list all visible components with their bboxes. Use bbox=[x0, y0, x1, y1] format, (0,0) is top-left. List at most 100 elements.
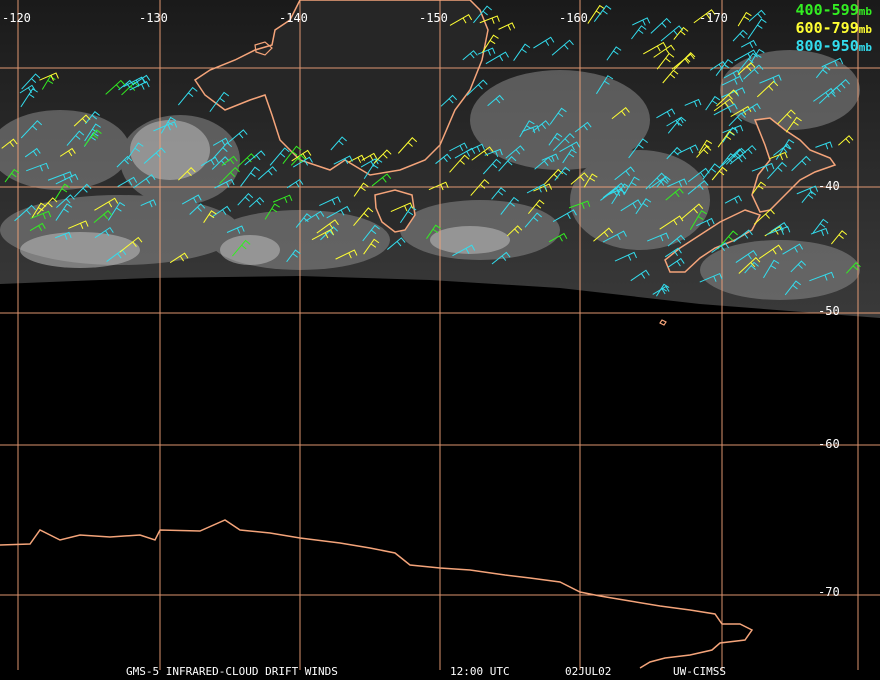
wind-barb bbox=[452, 244, 476, 257]
wind-barb bbox=[630, 269, 650, 282]
wind-barb bbox=[212, 137, 230, 146]
wind-barb bbox=[652, 285, 670, 295]
wind-barb bbox=[491, 251, 511, 265]
wind-barb bbox=[656, 283, 670, 297]
wind-barb bbox=[240, 166, 260, 187]
wind-barb bbox=[143, 147, 166, 164]
antarctic-coastline bbox=[0, 519, 754, 669]
wind-barb bbox=[426, 224, 441, 239]
wind-barb bbox=[24, 147, 41, 158]
wind-barb bbox=[667, 257, 685, 268]
wind-barb bbox=[595, 75, 614, 95]
wind-barb bbox=[479, 15, 500, 24]
wind-barb bbox=[524, 212, 543, 228]
wind-barb bbox=[698, 139, 713, 154]
wind-barb bbox=[211, 156, 230, 170]
wind-barb bbox=[705, 95, 721, 111]
wind-barb bbox=[189, 203, 206, 215]
wind-barb bbox=[29, 222, 46, 232]
wind-barb bbox=[790, 260, 807, 273]
wind-barb bbox=[20, 120, 43, 139]
lat-label-50: -50 bbox=[818, 304, 840, 318]
wind-barb bbox=[363, 158, 383, 179]
wind-barb bbox=[506, 225, 523, 237]
wind-barb bbox=[606, 46, 622, 61]
wind-barb bbox=[491, 187, 506, 200]
wind-barb bbox=[722, 124, 744, 134]
wind-barb bbox=[105, 79, 126, 95]
wind-barb bbox=[725, 147, 747, 165]
wind-barb bbox=[1, 138, 18, 149]
wind-barb bbox=[653, 44, 675, 58]
wind-barb bbox=[31, 202, 47, 218]
wind-barb bbox=[611, 107, 630, 120]
wind-barb bbox=[665, 188, 684, 201]
wind-barb bbox=[330, 136, 347, 151]
wind-barb bbox=[487, 94, 504, 107]
wind-barb bbox=[673, 52, 696, 70]
wind-barb bbox=[84, 129, 102, 147]
wind-barb bbox=[39, 72, 59, 81]
wind-barb bbox=[56, 194, 75, 209]
wind-barb bbox=[153, 121, 178, 132]
wind-barb bbox=[521, 125, 540, 134]
wind-barb bbox=[84, 111, 100, 125]
wind-barb bbox=[454, 147, 476, 159]
wind-barb bbox=[228, 129, 248, 143]
wind-barb bbox=[770, 222, 788, 232]
wind-barb bbox=[681, 203, 704, 220]
wind-barb bbox=[286, 178, 304, 189]
wind-barb bbox=[319, 196, 341, 206]
wind-barb bbox=[362, 224, 380, 242]
wind-barb bbox=[54, 183, 70, 200]
wind-barb bbox=[333, 155, 353, 165]
wind-barb bbox=[397, 137, 418, 154]
wind-barb bbox=[237, 192, 254, 206]
wind-barb bbox=[212, 141, 233, 160]
bright-clouds bbox=[20, 120, 510, 268]
wind-barb bbox=[94, 226, 114, 239]
wind-barb bbox=[614, 251, 637, 262]
wind-barb bbox=[244, 150, 266, 166]
wind-barb bbox=[554, 166, 571, 181]
wind-barb bbox=[30, 210, 52, 220]
wind-barb bbox=[687, 180, 709, 195]
wind-barb bbox=[635, 198, 652, 215]
wind-barb bbox=[435, 153, 452, 165]
wind-barb bbox=[55, 173, 79, 185]
product-caption: GMS-5 INFRARED-CLOUD DRIFT WINDS bbox=[126, 665, 338, 678]
wind-barb bbox=[684, 98, 702, 108]
wind-barb bbox=[759, 74, 782, 84]
wind-barb bbox=[498, 22, 516, 31]
wind-barb bbox=[667, 178, 688, 188]
wind-barb bbox=[809, 271, 835, 282]
wind-barb bbox=[733, 229, 753, 243]
wind-barb bbox=[68, 220, 89, 229]
wind-barb bbox=[812, 218, 829, 234]
wind-barb bbox=[264, 203, 280, 220]
lon-label-150: -150 bbox=[419, 11, 448, 25]
wind-barb bbox=[304, 210, 325, 222]
wind-barb bbox=[593, 5, 612, 22]
wind-barb bbox=[801, 190, 817, 203]
wind-barb bbox=[140, 199, 157, 208]
wind-barb bbox=[73, 114, 91, 127]
wind-barb bbox=[748, 9, 766, 22]
wind-barb bbox=[119, 236, 143, 253]
wind-barb bbox=[47, 171, 73, 181]
wind-barb bbox=[505, 145, 525, 159]
wind-barb bbox=[593, 227, 614, 242]
wind-barb bbox=[717, 230, 738, 250]
wind-barb bbox=[286, 249, 301, 263]
wind-barb bbox=[699, 272, 723, 283]
wind-barb bbox=[574, 121, 592, 133]
wind-barb bbox=[353, 182, 369, 197]
wind-barb bbox=[440, 94, 458, 107]
wind-barb bbox=[791, 155, 811, 172]
wind-barb bbox=[724, 195, 742, 204]
wind-barb bbox=[552, 132, 575, 151]
wind-barb bbox=[209, 91, 230, 113]
wind-barb bbox=[526, 183, 547, 194]
wind-barb bbox=[549, 107, 567, 125]
